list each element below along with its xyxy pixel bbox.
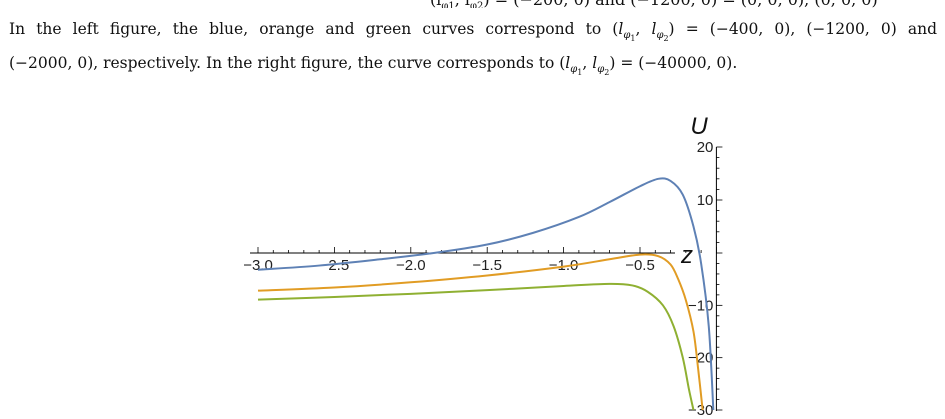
x-tick-label: −1.5 (472, 257, 502, 274)
x-tick-label: −2.0 (396, 257, 426, 274)
blue-curve (257, 177, 715, 411)
orange-curve (257, 253, 704, 411)
caption-text: In the left figure, the blue, orange and… (9, 20, 602, 38)
y-tick-label: −20 (688, 350, 713, 367)
caption-text-2: (−2000, 0), respectively. In the right f… (9, 54, 555, 72)
y-tick-label: 10 (697, 192, 714, 209)
y-tick-label: 20 (697, 139, 714, 156)
x-tick-label: −3.0 (243, 257, 273, 274)
figure-caption: In the left figure, the blue, orange and… (9, 12, 937, 80)
y-tick-label: −30 (688, 402, 713, 419)
y-axis-label: U (690, 113, 708, 140)
caption-line-1: In the left figure, the blue, orange and… (9, 20, 937, 44)
y-tick-label: −10 (688, 297, 713, 314)
x-axis-label: z (680, 242, 693, 269)
green-curve (257, 282, 695, 411)
x-tick-label: −0.5 (625, 257, 655, 274)
clipped-previous-line: (lφ1, lφ2) = (−200, 0) and (−1200, 0) = … (430, 0, 878, 8)
x-tick-label: −2.5 (320, 257, 350, 274)
caption-values-1: = (−400, 0), (−1200, 0) and (685, 20, 937, 38)
caption-line-2: (−2000, 0), respectively. In the right f… (9, 54, 738, 78)
caption-values-2: = (−40000, 0). (620, 54, 738, 72)
x-tick-label: −1.0 (549, 257, 579, 274)
